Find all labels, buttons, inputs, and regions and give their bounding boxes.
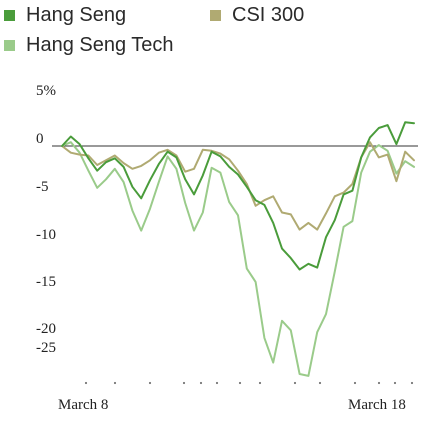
x-tick-dot-11 [377,381,381,385]
legend-label-hang-seng-tech: Hang Seng Tech [26,34,174,56]
x-tick-label-march-18: March 18 [348,397,406,413]
series-line-hang-seng-tech [61,141,415,377]
series-line-hang-seng [61,121,415,271]
y-tick-label--5: -5 [36,179,49,195]
y-tick-label--10: -10 [36,227,56,243]
x-tick-dot-12 [393,381,397,385]
series-hang-seng-tech [61,141,415,377]
x-tick-dot-3 [182,381,186,385]
y-tick-label--25: -25 [36,340,56,356]
legend-swatch-hang-seng [4,10,15,21]
x-tick-dot-2 [148,381,152,385]
x-tick-dot-10 [353,381,357,385]
y-tick-label-5-: 5% [36,83,56,99]
y-tick-label--20: -20 [36,321,56,337]
legend-item-hang-seng: Hang Seng [4,4,126,27]
x-tick-dot-0 [84,381,88,385]
x-tick-dot-13 [410,381,414,385]
y-tick-label-0: 0 [36,131,44,147]
x-tick-dot-5 [215,381,219,385]
legend-item-csi-300: CSI 300 [210,4,304,27]
x-tick-label-march-8: March 8 [58,397,108,413]
x-tick-dot-7 [258,381,262,385]
legend: Hang Seng CSI 300 Hang Seng Tech [0,0,438,70]
legend-label-hang-seng: Hang Seng [26,4,127,26]
x-tick-dot-4 [199,381,203,385]
x-tick-dot-9 [318,381,322,385]
series-hang-seng [61,121,415,271]
legend-swatch-csi-300 [210,10,221,21]
series-csi-300 [61,141,415,231]
legend-swatch-hang-seng-tech [4,40,15,51]
legend-item-hang-seng-tech: Hang Seng Tech [4,34,174,57]
x-tick-dot-8 [293,381,297,385]
series-line-csi-300 [61,141,415,231]
legend-label-csi-300: CSI 300 [232,4,305,26]
x-tick-dot-6 [238,381,242,385]
x-tick-dot-1 [113,381,117,385]
y-tick-label--15: -15 [36,274,56,290]
